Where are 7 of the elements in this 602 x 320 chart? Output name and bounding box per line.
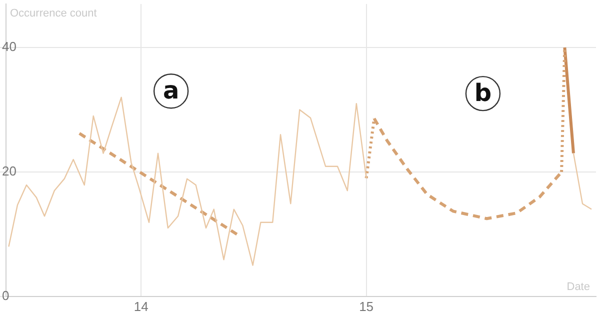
x-tick-label: 14	[134, 298, 148, 314]
x-tick-label: 15	[359, 298, 374, 314]
y-tick-label: 20	[2, 164, 16, 179]
annotation: a	[162, 76, 180, 104]
annotation: b	[474, 78, 492, 107]
y-tick-label: 40	[2, 39, 16, 54]
y-tick-label: 0	[2, 288, 10, 303]
